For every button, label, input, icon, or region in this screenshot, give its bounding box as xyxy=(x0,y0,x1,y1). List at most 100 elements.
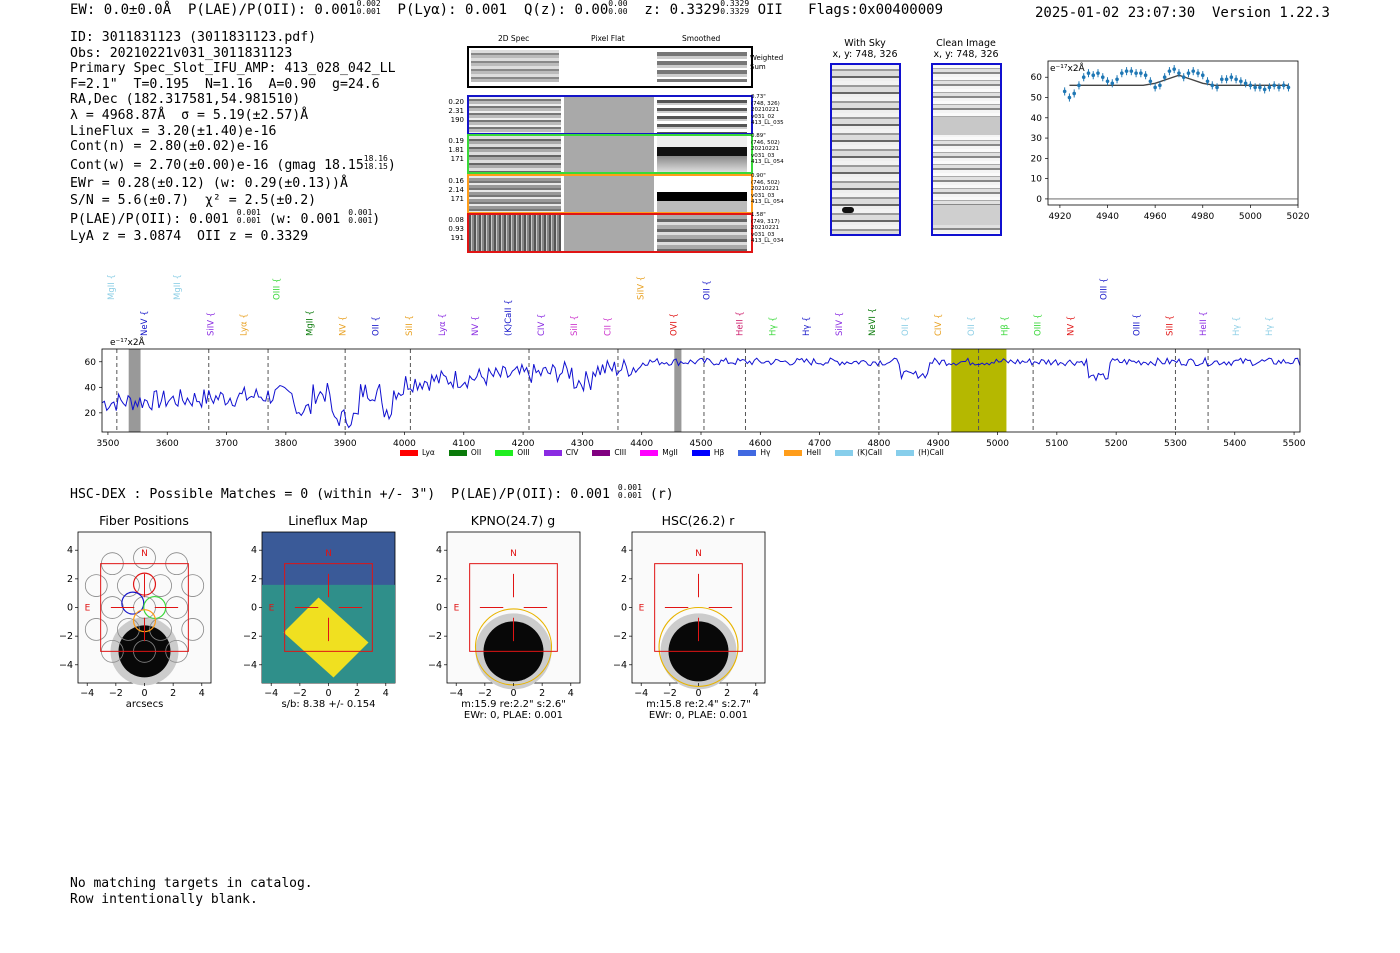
cutout-2dspec xyxy=(469,97,561,133)
zoom-data-point xyxy=(1181,75,1186,80)
image-panel: N E −4 −4 −2 −2 0 0 2 2 4 4 arcsecs xyxy=(59,531,212,710)
panel-ytick-label: −4 xyxy=(59,660,73,671)
panel-ytick-label: −2 xyxy=(59,631,73,642)
cutout-2dspec xyxy=(469,215,561,251)
info-plae: P(LAE)/P(OII): 0.001 0.001 0.001 (w: 0.00… xyxy=(70,207,381,227)
legend-item: MgII xyxy=(640,448,678,457)
header-flags: OII Flags:0x00400009 xyxy=(749,2,944,18)
info-radec: RA,Dec (182.317581,54.981510) xyxy=(70,92,301,108)
panel-caption-2: EWr: 0, PLAE: 0.001 xyxy=(464,710,563,721)
zoom-data-point xyxy=(1096,71,1100,75)
zoom-data-point xyxy=(1281,83,1286,88)
search-box xyxy=(654,563,743,652)
legend-item: (H)CaII xyxy=(896,448,944,457)
zoom-data-point xyxy=(1072,91,1076,96)
panel-xtick-label: 0 xyxy=(141,688,147,699)
cutout-row xyxy=(467,134,753,174)
image-panel: N E −4 −4 −2 −2 0 0 2 2 4 4 s/b: 8.38 +/- 0.154 xyxy=(243,531,396,710)
panel-title: Lineflux Map xyxy=(288,513,368,528)
with-sky-blob xyxy=(842,207,854,213)
info-sn: S/N = 5.6(±0.7) χ² = 2.5(±0.2) xyxy=(70,193,317,209)
cutout-left-stats: 0.16 2.14 171 xyxy=(448,177,464,203)
emission-line-label: OII { xyxy=(967,316,977,336)
info-fiber: F=2.1" T=0.195 N=1.16 A=0.90 g=24.6 xyxy=(70,76,380,92)
full-ytick-label: 40 xyxy=(85,383,97,393)
emission-line-label: NV { xyxy=(1066,316,1076,336)
full-xtick-label: 3600 xyxy=(156,439,179,449)
east-label: E xyxy=(639,604,645,614)
cutout-row xyxy=(467,213,753,253)
emission-line-label: HeII { xyxy=(1199,311,1209,336)
zoom-data-point xyxy=(1196,71,1200,75)
cutout-smoothed xyxy=(657,136,747,172)
emission-line-text: CII { xyxy=(603,317,613,336)
legend-swatch xyxy=(738,449,757,456)
cutout-smoothed xyxy=(657,97,747,133)
aperture-ellipse xyxy=(658,606,739,687)
full-xtick-label: 4500 xyxy=(690,439,713,449)
panel-caption-2: EWr: 0, PLAE: 0.001 xyxy=(649,710,748,721)
search-box xyxy=(469,563,558,652)
search-box xyxy=(284,563,373,652)
full-axes-frame xyxy=(101,348,1301,433)
panel-xtick-label: −2 xyxy=(663,688,677,699)
zoom-data-point xyxy=(1120,71,1124,75)
fiber-circle xyxy=(117,618,140,641)
legend-label: Lyα xyxy=(422,448,435,457)
footer-line-2: Row intentionally blank. xyxy=(70,891,258,907)
legend-item: Lyα xyxy=(400,448,435,457)
east-label: E xyxy=(454,604,460,614)
emission-line-text: NV { xyxy=(471,316,481,336)
north-label: N xyxy=(695,549,702,559)
panel-ytick-label: 2 xyxy=(436,574,442,585)
zoom-ytick-label: 30 xyxy=(1031,134,1043,144)
emission-line-text: MgII { xyxy=(173,274,183,300)
zoom-data-point xyxy=(1200,73,1205,77)
zoom-data-point xyxy=(1153,85,1157,90)
emission-line-label: Lyα { xyxy=(438,313,448,336)
emission-line-text: OII { xyxy=(901,316,911,336)
emission-line-text: NV { xyxy=(1066,316,1076,336)
info-lambda: λ = 4968.87Å σ = 5.19(±2.57)Å xyxy=(70,107,309,123)
panel-ytick-label: 4 xyxy=(251,545,257,556)
z-range: 0.3329 0.3329 xyxy=(720,0,750,16)
panel-ytick-label: 0 xyxy=(251,603,257,614)
panel-caption: m:15.9 re:2.2" s:2.6" xyxy=(461,699,566,710)
full-xtick-label: 4600 xyxy=(749,439,772,449)
hscdex-plae-range: 0.001 0.001 xyxy=(617,483,642,500)
full-xtick-label: 4300 xyxy=(571,439,594,449)
legend-swatch xyxy=(640,449,659,456)
clean-image-band xyxy=(933,117,1000,135)
cutout-smoothed xyxy=(657,215,747,251)
panel-xtick-label: 4 xyxy=(568,688,574,699)
emission-line-label: OIII { xyxy=(1100,278,1110,300)
zoom-xtick-label: 5020 xyxy=(1287,212,1310,222)
emission-line-text: SiII { xyxy=(405,315,415,336)
zoom-data-point xyxy=(1220,77,1224,82)
emission-line-text: OIII { xyxy=(1133,314,1143,336)
panel-xtick-label: 4 xyxy=(199,688,205,699)
header-timestamp-version: 2025-01-02 23:07:30 Version 1.22.3 xyxy=(1034,5,1330,21)
zoom-spectrum-plot: 0 10 20 30 40 50 60 4920 4940 4960 4980 5000 5020 e⁻¹… xyxy=(1031,60,1310,222)
cutout-left-stats: 0.08 0.93 191 xyxy=(448,216,464,242)
legend-swatch xyxy=(400,449,418,456)
panel-xtick-label: 0 xyxy=(695,688,701,699)
emission-line-text: OVI { xyxy=(669,313,679,336)
zoom-data-point xyxy=(1191,69,1196,73)
legend-label: (K)CaII xyxy=(857,448,883,457)
weighted-smoothed xyxy=(657,50,747,82)
emission-line-label: CIV { xyxy=(537,314,547,336)
fiber-circle xyxy=(181,618,205,641)
zoom-data-point xyxy=(1234,77,1238,82)
panel-ytick-label: 0 xyxy=(436,603,442,614)
cutout-left-stats: 0.19 1.81 171 xyxy=(448,137,464,163)
panel-ytick-label: 0 xyxy=(621,603,627,614)
full-spectrum-line xyxy=(101,356,1301,429)
panel-xtick-label: −4 xyxy=(264,688,278,699)
fiber-circle xyxy=(181,574,205,597)
zoom-xtick-label: 4980 xyxy=(1191,212,1214,222)
zoom-data-point xyxy=(1091,73,1096,77)
emission-line-label: MgII { xyxy=(173,274,183,300)
emission-line-text: HeII { xyxy=(736,311,746,336)
emission-line-label: NV { xyxy=(471,316,481,336)
